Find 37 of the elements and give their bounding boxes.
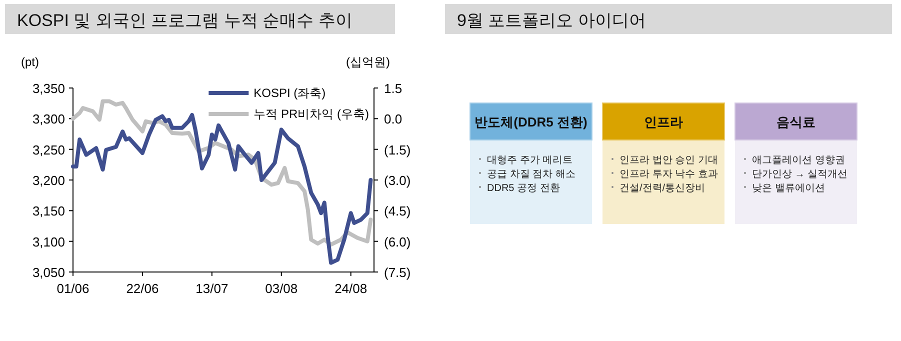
y2-tick-label: (7.5)	[384, 265, 411, 280]
category-label: 인프라	[644, 114, 683, 130]
x-tick-label: 03/08	[265, 281, 298, 296]
legend-label: KOSPI (좌축)	[254, 86, 326, 100]
x-tick-label: 13/07	[196, 281, 228, 296]
y-tick-label: 3,200	[32, 173, 65, 188]
y-tick-label: 3,100	[32, 234, 65, 250]
text: 대형주 주가 메리트	[487, 155, 573, 166]
text: 9월 포트폴리오 아이디어	[457, 11, 646, 30]
y-tick-label: 3,150	[32, 204, 65, 219]
text: 낮은 밸류에이션	[752, 183, 825, 194]
text: 인프라 투자 낙수 효과	[620, 169, 718, 180]
x-tick-label: 24/08	[334, 281, 368, 296]
y2-tick-label: (4.5)	[384, 204, 411, 219]
category-label: 반도체(DDR5 전환)	[474, 114, 588, 130]
category-label: 음식료	[776, 114, 816, 130]
chart-title: KOSPI 및 외국인 프로그램 누적 순매수 추이	[17, 11, 352, 30]
y-tick-label: 3,350	[32, 81, 65, 96]
text: 인프라 법안 승인 기대	[620, 155, 718, 166]
y2-tick-label: (1.5)	[384, 142, 411, 158]
y-tick-label: 3,250	[32, 142, 65, 158]
x-tick-label: 01/06	[56, 281, 90, 296]
y2-tick-label: 1.5	[384, 81, 402, 96]
y-axis-title: (pt)	[21, 55, 40, 69]
text: 단가인상 → 실적개선	[752, 169, 848, 180]
y-tick-label: 3,050	[32, 265, 65, 280]
text: 공급 차질 점차 해소	[487, 169, 576, 180]
y2-tick-label: (3.0)	[384, 173, 411, 188]
y2-tick-label: (6.0)	[384, 234, 411, 250]
y2-tick-label: 0.0	[384, 112, 402, 127]
x-tick-label: 22/06	[126, 281, 159, 296]
y2-axis-title: (십억원)	[346, 55, 390, 69]
text: 건설/전력/통신장비	[620, 183, 706, 194]
text: 애그플레이션 영향권	[752, 155, 845, 166]
text: DDR5 공정 전환	[487, 183, 560, 194]
legend-label: 누적 PR비차익 (우축)	[254, 107, 369, 121]
y-tick-label: 3,300	[32, 112, 65, 127]
